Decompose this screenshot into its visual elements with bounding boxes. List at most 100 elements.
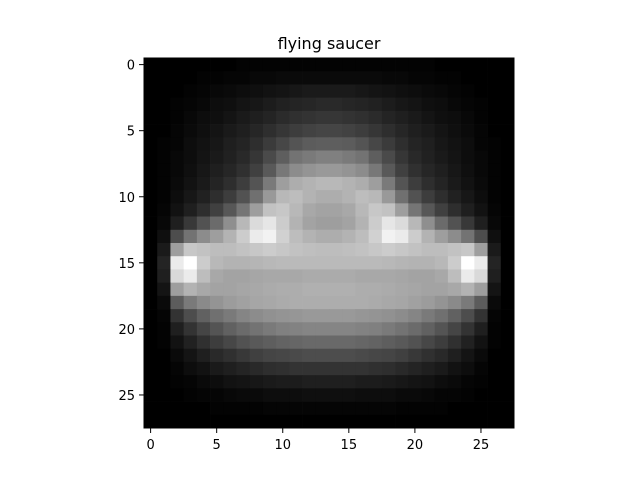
- heatmap-cell-r18-c12: [302, 295, 317, 310]
- heatmap-cell-r8-c3: [183, 163, 198, 178]
- heatmap-cell-r21-c18: [381, 335, 396, 350]
- x-tick-label-10: 10: [274, 438, 291, 453]
- heatmap-cell-r9-c12: [302, 176, 317, 191]
- heatmap-cell-r17-c5: [210, 282, 224, 297]
- heatmap-cell-r1-c16: [355, 71, 369, 85]
- heatmap-cell-r11-c8: [249, 203, 264, 217]
- y-tick-label-15: 15: [118, 257, 135, 272]
- heatmap-cell-r21-c0: [144, 335, 158, 350]
- heatmap-cell-r2-c11: [289, 84, 303, 98]
- heatmap-cell-r11-c25: [474, 203, 488, 217]
- heatmap-cell-r26-c0: [144, 401, 158, 416]
- heatmap-cell-r2-c22: [434, 84, 449, 98]
- heatmap-cell-r12-c17: [368, 216, 383, 231]
- heatmap-cell-r2-c16: [355, 84, 369, 98]
- heatmap-cell-r10-c7: [236, 190, 251, 204]
- heatmap-cell-r10-c0: [144, 190, 158, 204]
- heatmap-cell-r22-c23: [447, 348, 462, 363]
- heatmap-cell-r6-c3: [183, 137, 198, 151]
- heatmap-cell-r5-c10: [276, 124, 290, 138]
- heatmap-cell-r27-c4: [196, 414, 211, 429]
- heatmap-cell-r13-c0: [144, 229, 158, 244]
- y-tick-label-10: 10: [118, 191, 135, 206]
- heatmap-cell-r15-c26: [487, 256, 502, 270]
- heatmap-cell-r19-c26: [487, 309, 502, 323]
- heatmap-cell-r7-c16: [355, 150, 369, 165]
- heatmap-cell-r2-c5: [210, 84, 224, 98]
- heatmap-cell-r6-c18: [381, 137, 396, 151]
- heatmap-cell-r3-c7: [236, 97, 251, 112]
- heatmap-cell-r10-c22: [434, 190, 449, 204]
- heatmap-cell-r4-c18: [381, 110, 396, 125]
- heatmap-cell-r1-c14: [329, 71, 343, 85]
- heatmap-cell-r21-c20: [408, 335, 422, 350]
- heatmap-cell-r26-c7: [236, 401, 251, 416]
- heatmap-cell-r23-c22: [434, 361, 449, 376]
- heatmap-cell-r4-c23: [447, 110, 462, 125]
- heatmap-cell-r3-c5: [210, 97, 224, 112]
- heatmap-cell-r26-c16: [355, 401, 369, 416]
- heatmap-cell-r25-c12: [302, 388, 317, 402]
- heatmap-cell-r10-c2: [170, 190, 184, 204]
- heatmap-cell-r17-c6: [223, 282, 237, 297]
- heatmap-cell-r2-c19: [395, 84, 409, 98]
- heatmap-cell-r9-c7: [236, 176, 251, 191]
- heatmap-cell-r4-c22: [434, 110, 449, 125]
- heatmap-cell-r20-c21: [421, 322, 436, 336]
- heatmap-cell-r2-c4: [196, 84, 211, 98]
- heatmap-cell-r7-c3: [183, 150, 198, 165]
- heatmap-cell-r13-c22: [434, 229, 449, 244]
- heatmap-cell-r21-c5: [210, 335, 224, 350]
- heatmap-cell-r1-c21: [421, 71, 436, 85]
- heatmap-cell-r13-c9: [262, 229, 277, 244]
- heatmap-cell-r3-c9: [262, 97, 277, 112]
- heatmap-cell-r7-c25: [474, 150, 488, 165]
- heatmap-cell-r26-c4: [196, 401, 211, 416]
- heatmap-cell-r25-c6: [223, 388, 237, 402]
- heatmap-cell-r22-c21: [421, 348, 436, 363]
- heatmap-cell-r15-c8: [249, 256, 264, 270]
- heatmap-cell-r14-c20: [408, 243, 422, 257]
- heatmap-cell-r23-c1: [157, 361, 171, 376]
- heatmap-cell-r0-c12: [302, 58, 317, 72]
- heatmap-cell-r5-c4: [196, 124, 211, 138]
- heatmap-cell-r10-c13: [315, 190, 330, 204]
- heatmap-cell-r22-c3: [183, 348, 198, 363]
- heatmap-cell-r10-c6: [223, 190, 237, 204]
- heatmap-cell-r22-c11: [289, 348, 303, 363]
- heatmap-cell-r20-c27: [500, 322, 515, 336]
- heatmap-cell-r5-c1: [157, 124, 171, 138]
- heatmap-cell-r23-c16: [355, 361, 369, 376]
- heatmap-cell-r5-c20: [408, 124, 422, 138]
- heatmap-cell-r27-c10: [276, 414, 290, 429]
- heatmap-cell-r11-c0: [144, 203, 158, 217]
- heatmap-cell-r14-c8: [249, 243, 264, 257]
- heatmap-cell-r7-c17: [368, 150, 383, 165]
- heatmap-cell-r27-c3: [183, 414, 198, 429]
- heatmap-cell-r0-c20: [408, 58, 422, 72]
- heatmap-cell-r27-c13: [315, 414, 330, 429]
- heatmap-cell-r23-c26: [487, 361, 502, 376]
- heatmap-cell-r14-c19: [395, 243, 409, 257]
- heatmap-cell-r13-c25: [474, 229, 488, 244]
- heatmap-cell-r11-c21: [421, 203, 436, 217]
- heatmap-cell-r15-c23: [447, 256, 462, 270]
- heatmap-cell-r25-c9: [262, 388, 277, 402]
- heatmap-cell-r2-c6: [223, 84, 237, 98]
- heatmap-cell-r26-c17: [368, 401, 383, 416]
- heatmap-cell-r21-c15: [342, 335, 356, 350]
- heatmap-cell-r0-c26: [487, 58, 502, 72]
- heatmap-cell-r0-c11: [289, 58, 303, 72]
- heatmap-cell-r11-c12: [302, 203, 317, 217]
- heatmap-cell-r12-c0: [144, 216, 158, 231]
- heatmap-cell-r4-c6: [223, 110, 237, 125]
- heatmap-cell-r16-c5: [210, 269, 224, 283]
- heatmap-cell-r15-c0: [144, 256, 158, 270]
- heatmap-cell-r14-c23: [447, 243, 462, 257]
- heatmap-cell-r5-c12: [302, 124, 317, 138]
- heatmap-cell-r27-c27: [500, 414, 515, 429]
- heatmap-cell-r18-c24: [461, 295, 475, 310]
- heatmap-cell-r10-c12: [302, 190, 317, 204]
- heatmap-cell-r20-c20: [408, 322, 422, 336]
- heatmap-cell-r23-c15: [342, 361, 356, 376]
